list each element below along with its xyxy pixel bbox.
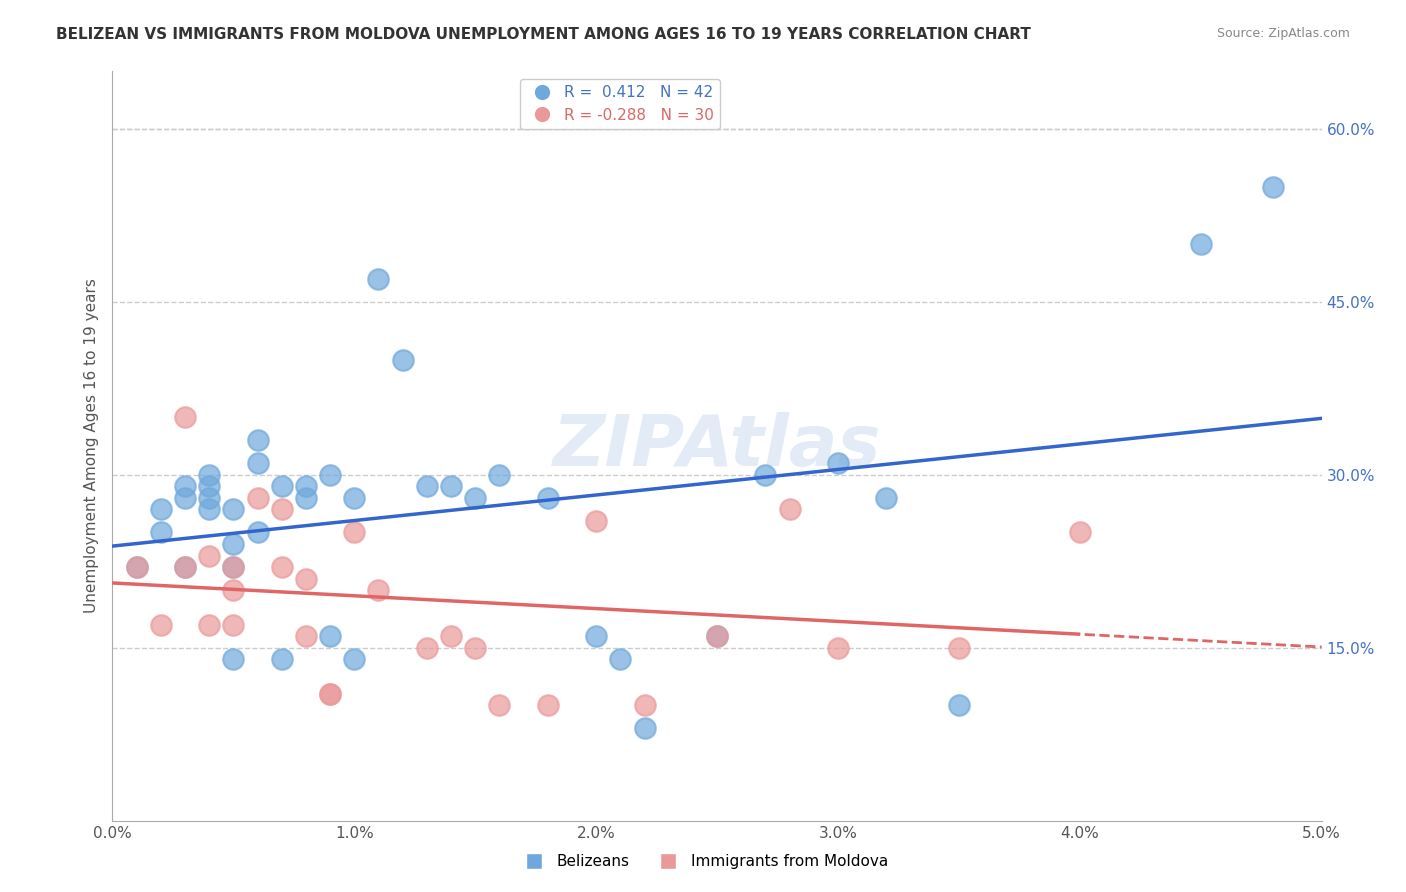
Point	[174, 560, 197, 574]
Point	[343, 491, 366, 505]
Point	[948, 698, 970, 713]
Point	[633, 698, 655, 713]
Point	[270, 502, 292, 516]
Point	[295, 572, 318, 586]
Point	[149, 502, 172, 516]
Point	[222, 560, 245, 574]
Text: ZIPAtlas: ZIPAtlas	[553, 411, 882, 481]
Point	[585, 629, 607, 643]
Text: Source: ZipAtlas.com: Source: ZipAtlas.com	[1216, 27, 1350, 40]
Y-axis label: Unemployment Among Ages 16 to 19 years: Unemployment Among Ages 16 to 19 years	[83, 278, 98, 614]
Point	[174, 479, 197, 493]
Point	[343, 525, 366, 540]
Point	[488, 698, 510, 713]
Point	[295, 479, 318, 493]
Point	[270, 560, 292, 574]
Point	[537, 491, 560, 505]
Point	[367, 583, 389, 598]
Legend: Belizeans, Immigrants from Moldova: Belizeans, Immigrants from Moldova	[512, 848, 894, 875]
Point	[174, 560, 197, 574]
Point	[609, 652, 631, 666]
Point	[1263, 179, 1285, 194]
Point	[585, 514, 607, 528]
Point	[416, 640, 439, 655]
Point	[198, 467, 221, 482]
Point	[125, 560, 148, 574]
Point	[246, 456, 269, 470]
Point	[319, 629, 342, 643]
Point	[270, 652, 292, 666]
Legend: R =  0.412   N = 42, R = -0.288   N = 30: R = 0.412 N = 42, R = -0.288 N = 30	[520, 79, 720, 128]
Point	[1069, 525, 1091, 540]
Point	[198, 502, 221, 516]
Point	[149, 617, 172, 632]
Point	[875, 491, 897, 505]
Point	[440, 479, 463, 493]
Point	[125, 560, 148, 574]
Point	[537, 698, 560, 713]
Point	[1189, 237, 1212, 252]
Point	[198, 549, 221, 563]
Point	[633, 722, 655, 736]
Point	[174, 491, 197, 505]
Point	[827, 456, 849, 470]
Point	[464, 640, 486, 655]
Point	[706, 629, 728, 643]
Point	[948, 640, 970, 655]
Point	[319, 467, 342, 482]
Point	[319, 687, 342, 701]
Point	[440, 629, 463, 643]
Point	[222, 537, 245, 551]
Point	[246, 525, 269, 540]
Point	[343, 652, 366, 666]
Point	[198, 491, 221, 505]
Point	[222, 560, 245, 574]
Point	[198, 617, 221, 632]
Point	[222, 652, 245, 666]
Point	[295, 491, 318, 505]
Point	[464, 491, 486, 505]
Point	[149, 525, 172, 540]
Point	[416, 479, 439, 493]
Point	[295, 629, 318, 643]
Point	[246, 434, 269, 448]
Point	[706, 629, 728, 643]
Point	[779, 502, 801, 516]
Point	[222, 617, 245, 632]
Point	[488, 467, 510, 482]
Point	[246, 491, 269, 505]
Point	[754, 467, 776, 482]
Point	[222, 583, 245, 598]
Point	[827, 640, 849, 655]
Point	[367, 272, 389, 286]
Point	[174, 410, 197, 425]
Text: BELIZEAN VS IMMIGRANTS FROM MOLDOVA UNEMPLOYMENT AMONG AGES 16 TO 19 YEARS CORRE: BELIZEAN VS IMMIGRANTS FROM MOLDOVA UNEM…	[56, 27, 1031, 42]
Point	[391, 352, 413, 367]
Point	[198, 479, 221, 493]
Point	[222, 502, 245, 516]
Point	[319, 687, 342, 701]
Point	[270, 479, 292, 493]
